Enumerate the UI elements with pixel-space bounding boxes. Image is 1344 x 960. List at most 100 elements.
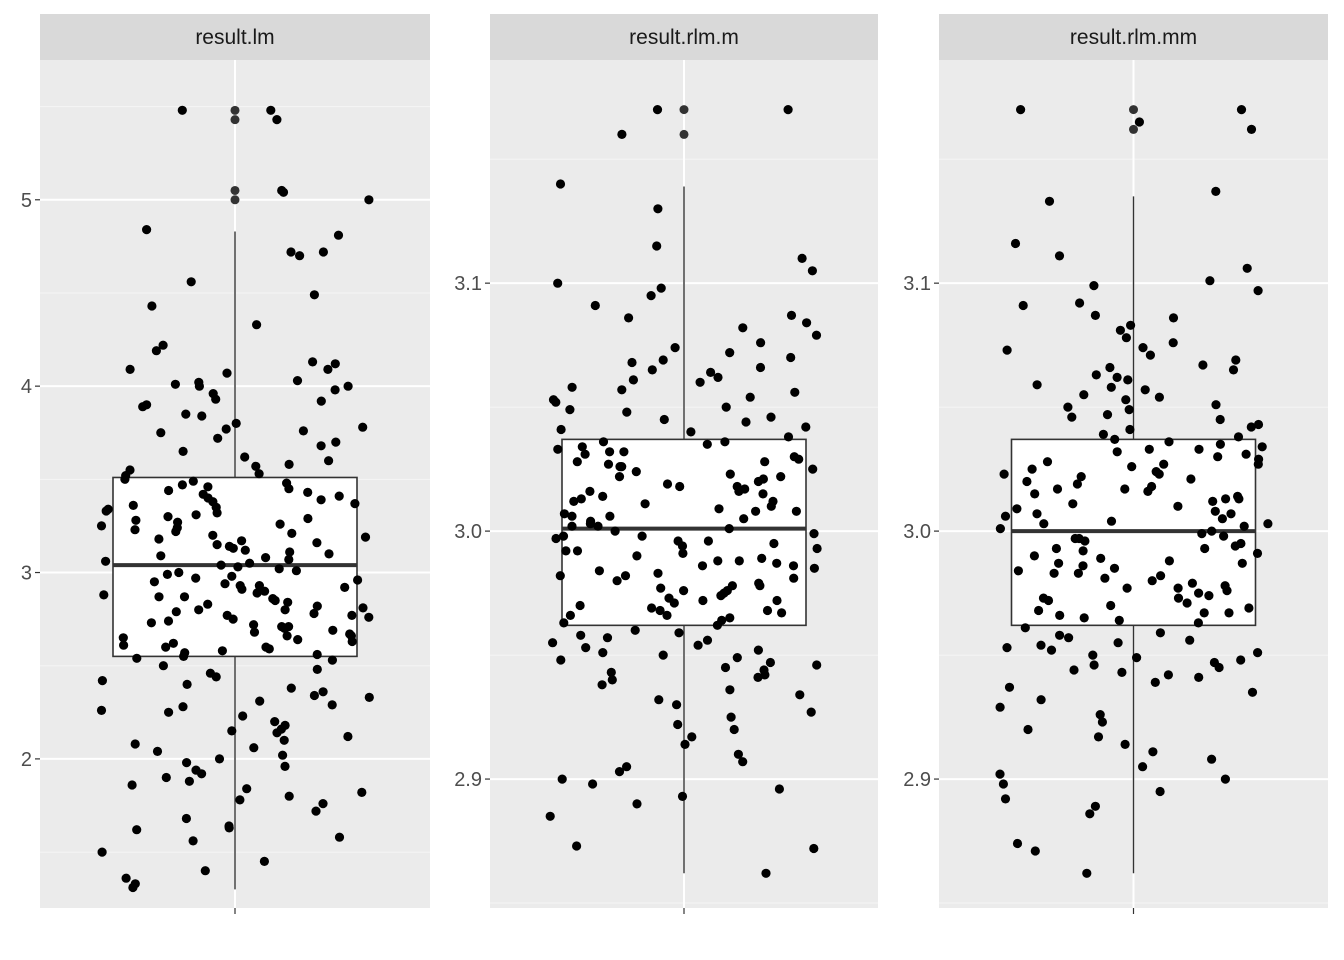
jitter-point: [1020, 623, 1030, 633]
jitter-point: [569, 496, 579, 506]
jitter-point: [285, 547, 295, 557]
jitter-point: [358, 603, 368, 613]
jitter-point: [1055, 610, 1065, 621]
jitter-point: [624, 313, 634, 323]
jitter-point: [1204, 591, 1214, 601]
jitter-point: [97, 847, 107, 857]
jitter-point: [103, 504, 113, 514]
jitter-point: [603, 459, 614, 469]
jitter-point: [760, 670, 770, 680]
jitter-point: [237, 584, 247, 594]
jitter-point: [149, 577, 159, 587]
jitter-point: [188, 476, 198, 486]
jitter-point: [1173, 501, 1183, 511]
jitter-point: [738, 757, 748, 767]
jitter-point: [1226, 509, 1236, 519]
jitter-point: [1030, 846, 1040, 856]
jitter-point: [330, 385, 340, 395]
jitter-point: [1187, 578, 1197, 588]
y-tick-label: 2.9: [454, 769, 482, 791]
jitter-point: [1140, 385, 1150, 395]
jitter-point: [364, 612, 374, 622]
jitter-point: [658, 355, 668, 365]
jitter-point: [721, 402, 731, 412]
jitter-point: [1016, 105, 1026, 115]
jitter-point: [309, 290, 319, 300]
jitter-point: [1205, 276, 1215, 286]
jitter-point: [1198, 360, 1208, 370]
facet-strip: [40, 14, 430, 60]
jitter-point: [1012, 838, 1023, 849]
jitter-point: [1257, 442, 1267, 452]
jitter-point: [220, 579, 230, 589]
jitter-point: [548, 395, 559, 405]
jitter-point: [1173, 593, 1184, 603]
jitter-point: [170, 379, 180, 389]
jitter-point: [200, 866, 210, 876]
jitter-point: [334, 832, 345, 842]
jitter-point: [228, 543, 238, 553]
jitter-point: [318, 247, 328, 257]
jitter-point: [801, 422, 811, 432]
jitter-point: [1233, 432, 1244, 442]
jitter-point: [1054, 558, 1064, 568]
jitter-point: [772, 558, 782, 568]
jitter-point: [235, 795, 245, 805]
outlier-point: [230, 185, 240, 195]
jitter-point: [627, 357, 637, 368]
jitter-point: [1246, 422, 1256, 432]
facet-strip-label: result.rlm.mm: [1070, 26, 1197, 49]
jitter-point: [725, 469, 735, 479]
jitter-point: [557, 774, 567, 784]
jitter-point: [572, 457, 582, 467]
jitter-point: [96, 705, 107, 716]
jitter-point: [607, 675, 617, 685]
jitter-point: [298, 426, 308, 436]
jitter-point: [272, 115, 282, 125]
jitter-point: [766, 501, 776, 511]
jitter-point: [1064, 633, 1074, 643]
jitter-point: [1263, 519, 1273, 529]
jitter-point: [740, 484, 750, 494]
jitter-point: [333, 230, 344, 240]
jitter-point: [1138, 343, 1148, 353]
jitter-point: [1234, 494, 1244, 504]
jitter-point: [602, 633, 613, 643]
jitter-point: [1219, 531, 1229, 541]
jitter-point: [1120, 739, 1130, 750]
facet-strip-label: result.rlm.m: [629, 26, 739, 49]
jitter-point: [309, 690, 319, 701]
jitter-point: [659, 414, 669, 425]
jitter-point: [548, 638, 558, 648]
jitter-point: [280, 761, 290, 772]
jitter-point: [121, 873, 131, 883]
jitter-point: [1228, 365, 1239, 375]
jitter-point: [1237, 558, 1247, 568]
jitter-point: [559, 509, 570, 519]
jitter-point: [1112, 372, 1122, 382]
y-tick-label: 5: [21, 190, 32, 212]
jitter-point: [1075, 298, 1085, 308]
outlier-point: [230, 195, 240, 205]
jitter-point: [647, 365, 657, 375]
jitter-point: [598, 491, 608, 501]
outlier-point: [1129, 124, 1138, 134]
jitter-point: [266, 105, 276, 115]
jitter-point: [233, 562, 243, 572]
jitter-point: [161, 642, 171, 652]
jitter-point: [1000, 794, 1011, 804]
jitter-point: [237, 536, 247, 546]
jitter-point: [1211, 186, 1221, 196]
jitter-point: [575, 600, 585, 611]
jitter-point: [605, 447, 615, 457]
jitter-point: [182, 679, 192, 690]
jitter-point: [331, 437, 341, 447]
jitter-point: [1023, 724, 1033, 735]
jitter-point: [1236, 655, 1246, 665]
jitter-point: [664, 593, 674, 603]
jitter-point: [598, 648, 608, 658]
jitter-point: [1123, 375, 1133, 385]
jitter-point: [622, 762, 632, 772]
jitter-point: [323, 364, 333, 374]
jitter-point: [203, 599, 213, 609]
